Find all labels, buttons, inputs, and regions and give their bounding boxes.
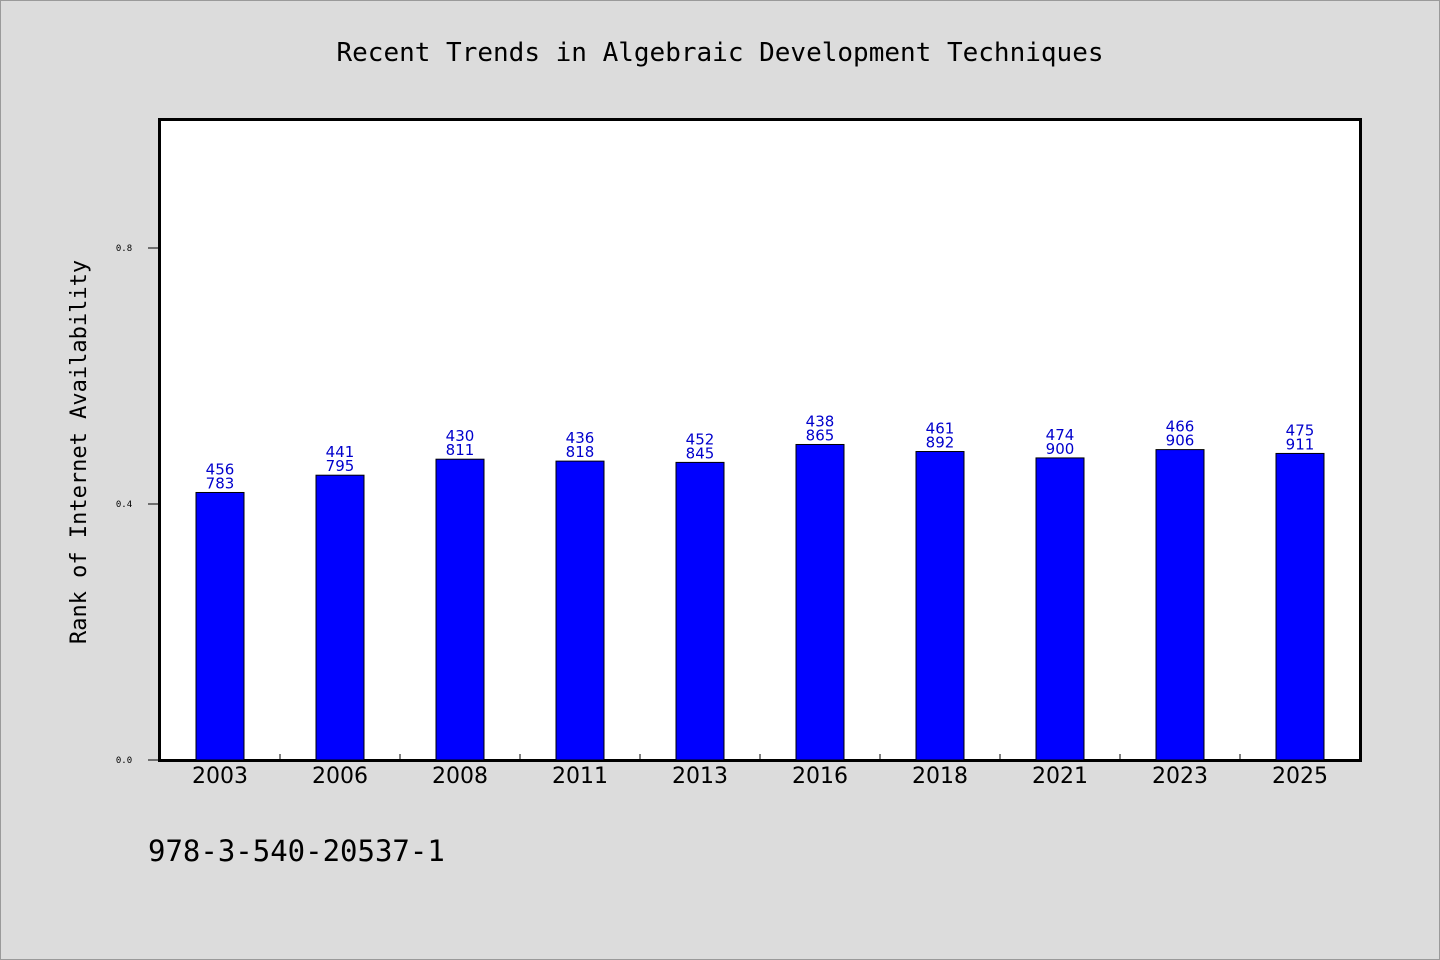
data-label: 461	[926, 420, 955, 438]
bar	[675, 461, 725, 761]
y-tick-label: 0.8	[116, 244, 132, 254]
data-label: 430	[446, 427, 475, 445]
y-tick-label: 0.0	[116, 756, 132, 766]
bar	[795, 443, 845, 761]
bar	[435, 458, 485, 761]
data-label: 892	[926, 434, 955, 452]
data-label: 906	[1166, 432, 1195, 450]
bar	[915, 451, 965, 761]
data-label: 845	[686, 444, 715, 462]
x-tick-label: 2003	[192, 764, 248, 789]
data-label: 452	[686, 430, 715, 448]
data-label: 783	[206, 474, 235, 492]
bar	[1035, 457, 1085, 761]
x-tick-label: 2021	[1032, 764, 1088, 789]
x-axis-tick-labels: 2003 2006 2008 2011 2013 2016 2018 2021 2023 2025	[192, 754, 1328, 789]
bar	[1275, 452, 1325, 761]
x-tick-label: 2018	[912, 764, 968, 789]
bar	[195, 491, 245, 761]
y-axis-ticks: 0.0 0.4 0.8	[116, 244, 160, 766]
x-tick-label: 2013	[672, 764, 728, 789]
x-tick-label: 2011	[552, 764, 608, 789]
data-label: 818	[566, 443, 595, 461]
data-label: 865	[806, 426, 835, 444]
data-label: 466	[1166, 418, 1195, 436]
data-label: 474	[1046, 426, 1075, 444]
data-label: 441	[326, 443, 355, 461]
data-label: 911	[1286, 435, 1315, 453]
y-axis-label: Rank of Internet Availability	[67, 260, 92, 644]
x-tick-label: 2025	[1272, 764, 1328, 789]
x-tick-label: 2008	[432, 764, 488, 789]
x-tick-label: 2006	[312, 764, 368, 789]
isbn-label: 978-3-540-20537-1	[148, 834, 445, 868]
bars	[195, 443, 1325, 761]
data-label: 456	[206, 460, 235, 478]
bar	[1155, 449, 1205, 761]
data-label: 811	[446, 441, 475, 459]
data-label: 475	[1286, 421, 1315, 439]
data-label: 436	[566, 429, 595, 447]
y-tick-label: 0.4	[116, 500, 132, 510]
x-tick-label: 2016	[792, 764, 848, 789]
data-label: 900	[1046, 440, 1075, 458]
x-tick-label: 2023	[1152, 764, 1208, 789]
bar	[555, 460, 605, 761]
bar	[315, 474, 365, 761]
chart-title: Recent Trends in Algebraic Development T…	[336, 38, 1103, 68]
data-label: 438	[806, 412, 835, 430]
data-label: 795	[326, 457, 355, 475]
